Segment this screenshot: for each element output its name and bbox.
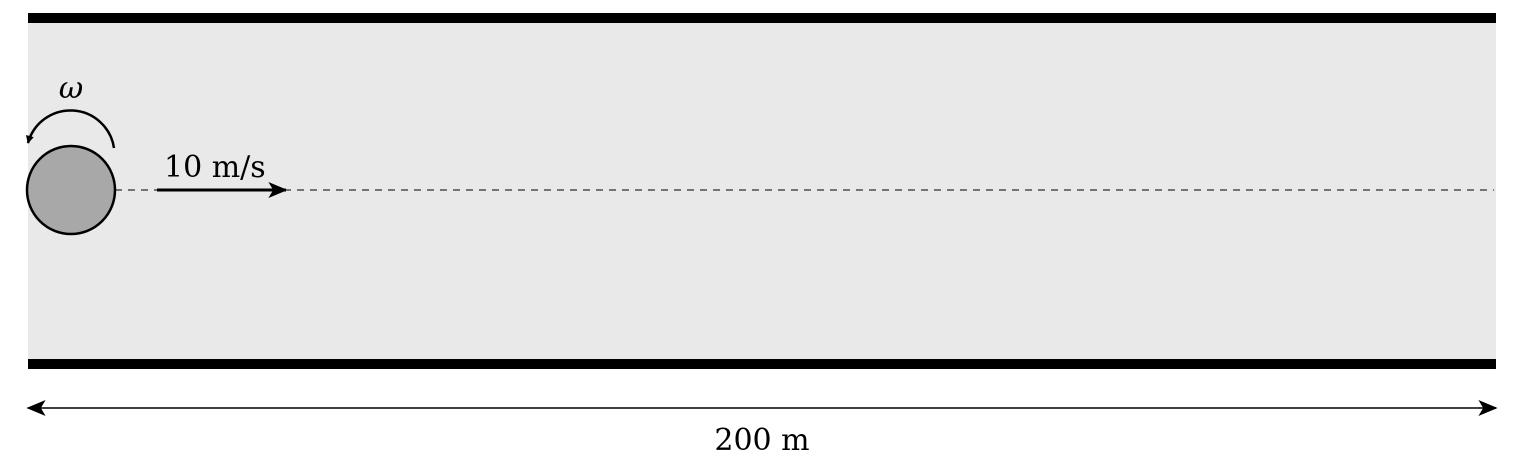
track-field <box>28 20 1496 364</box>
bottom-wall <box>28 359 1496 369</box>
ball <box>25 144 117 236</box>
length-label: 200 m <box>714 423 809 458</box>
velocity-label: 10 m/s <box>164 150 266 185</box>
angular-velocity-label: ω <box>59 71 83 106</box>
rotation-arrow <box>26 109 116 149</box>
top-wall <box>28 13 1496 23</box>
